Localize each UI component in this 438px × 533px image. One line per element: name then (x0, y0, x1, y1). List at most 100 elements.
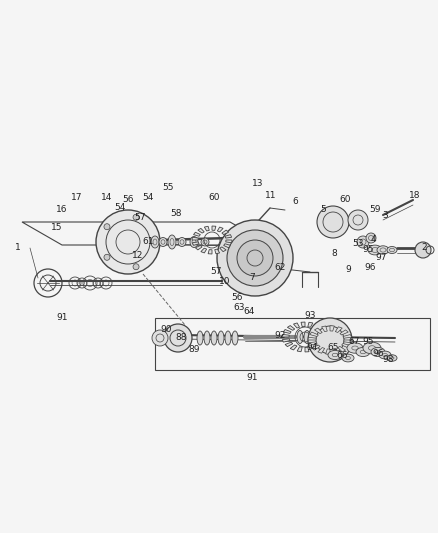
Ellipse shape (225, 331, 231, 345)
Polygon shape (212, 226, 216, 230)
Ellipse shape (232, 331, 238, 345)
Ellipse shape (190, 237, 198, 247)
Ellipse shape (363, 342, 381, 354)
Polygon shape (308, 337, 316, 340)
Polygon shape (205, 227, 209, 231)
Polygon shape (314, 328, 322, 334)
Ellipse shape (159, 238, 167, 246)
Polygon shape (208, 249, 212, 254)
Polygon shape (217, 227, 223, 232)
Polygon shape (321, 326, 327, 332)
Polygon shape (285, 342, 293, 346)
Text: 94: 94 (306, 343, 318, 352)
Polygon shape (312, 345, 320, 350)
Text: 63: 63 (233, 303, 245, 311)
Text: 3: 3 (382, 211, 388, 220)
Circle shape (133, 264, 139, 270)
Polygon shape (318, 348, 325, 353)
Polygon shape (301, 322, 305, 327)
Ellipse shape (387, 246, 397, 254)
Polygon shape (315, 344, 323, 349)
Text: 65: 65 (327, 343, 339, 352)
Circle shape (164, 324, 192, 352)
Text: 66: 66 (336, 351, 348, 359)
Circle shape (104, 224, 110, 230)
Text: 8: 8 (331, 248, 337, 257)
Polygon shape (297, 347, 302, 352)
Polygon shape (293, 323, 300, 328)
Ellipse shape (297, 330, 303, 343)
Circle shape (227, 230, 283, 286)
Polygon shape (194, 232, 200, 236)
Ellipse shape (197, 331, 203, 345)
Polygon shape (283, 339, 290, 342)
Circle shape (348, 210, 368, 230)
Circle shape (357, 236, 369, 248)
Text: 57: 57 (134, 214, 146, 222)
Ellipse shape (368, 245, 382, 255)
Circle shape (366, 233, 376, 243)
Polygon shape (198, 228, 204, 233)
Polygon shape (344, 340, 352, 343)
Polygon shape (338, 346, 346, 352)
Text: 58: 58 (170, 208, 182, 217)
Text: 54: 54 (142, 193, 154, 203)
Text: 60: 60 (208, 193, 220, 203)
Text: 95: 95 (362, 337, 374, 346)
Text: 56: 56 (122, 196, 134, 205)
Polygon shape (308, 322, 313, 327)
Text: 57: 57 (210, 268, 222, 277)
Text: 53: 53 (352, 239, 364, 248)
Text: 67: 67 (348, 337, 360, 346)
Text: 9: 9 (345, 265, 351, 274)
Polygon shape (222, 230, 229, 235)
Polygon shape (192, 237, 198, 240)
Text: 2: 2 (421, 244, 427, 253)
Text: 60: 60 (339, 196, 351, 205)
Text: 5: 5 (320, 206, 326, 214)
Polygon shape (283, 329, 291, 334)
Ellipse shape (304, 330, 310, 343)
Polygon shape (343, 335, 352, 338)
Ellipse shape (168, 235, 176, 249)
Polygon shape (319, 341, 327, 344)
Ellipse shape (218, 331, 224, 345)
Text: 62: 62 (274, 263, 286, 272)
Circle shape (152, 330, 168, 346)
Circle shape (133, 214, 139, 220)
Polygon shape (326, 349, 330, 354)
Ellipse shape (204, 331, 210, 345)
Polygon shape (224, 244, 230, 248)
Polygon shape (192, 242, 199, 245)
Ellipse shape (379, 351, 391, 359)
Ellipse shape (328, 351, 342, 360)
Polygon shape (320, 332, 328, 335)
Polygon shape (226, 240, 232, 243)
Text: 7: 7 (249, 273, 255, 282)
Text: 10: 10 (219, 278, 231, 287)
Circle shape (151, 239, 157, 245)
Polygon shape (290, 345, 297, 350)
Text: 14: 14 (101, 192, 113, 201)
Text: 54: 54 (114, 204, 126, 213)
Polygon shape (220, 247, 226, 252)
Ellipse shape (371, 348, 385, 357)
Text: 59: 59 (369, 206, 381, 214)
Text: 13: 13 (252, 179, 264, 188)
Text: 4: 4 (370, 236, 376, 245)
Polygon shape (282, 334, 289, 337)
Polygon shape (342, 343, 350, 348)
Polygon shape (201, 248, 207, 253)
Ellipse shape (211, 331, 217, 345)
Text: 96: 96 (364, 263, 376, 272)
Polygon shape (225, 235, 232, 238)
Text: 92: 92 (274, 332, 286, 341)
Ellipse shape (311, 330, 317, 343)
Circle shape (96, 210, 160, 274)
Text: 61: 61 (142, 238, 154, 246)
Ellipse shape (151, 236, 159, 248)
Text: 98: 98 (382, 356, 394, 365)
Polygon shape (321, 337, 328, 340)
Circle shape (237, 240, 273, 276)
Circle shape (308, 318, 352, 362)
